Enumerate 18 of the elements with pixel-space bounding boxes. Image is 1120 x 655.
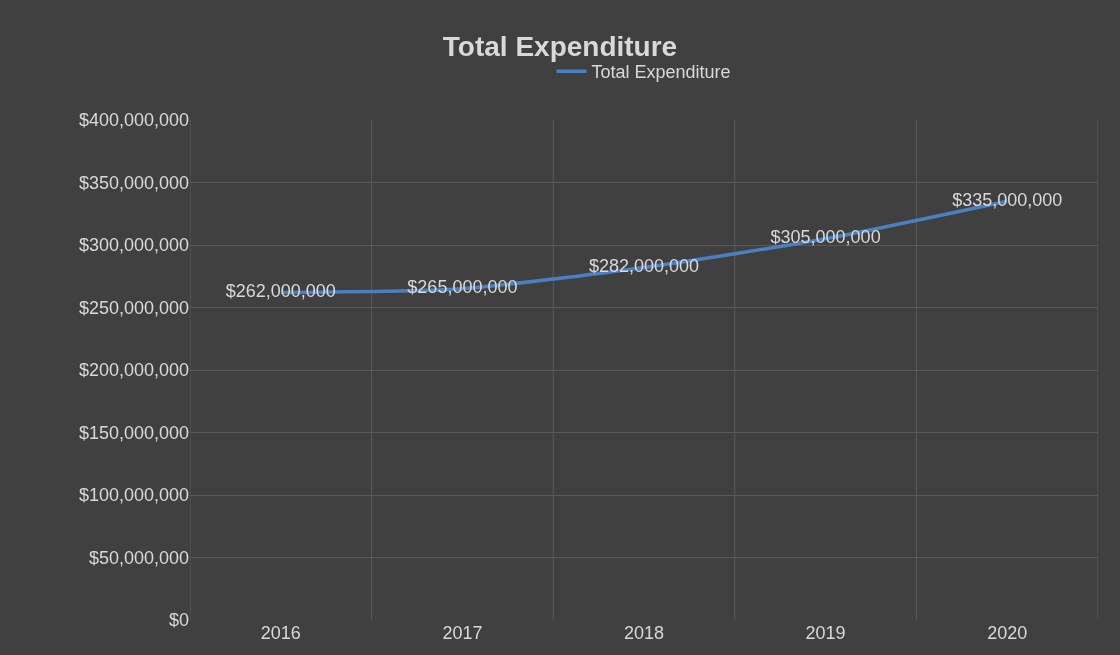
x-tick-label: 2018 — [623, 623, 665, 643]
chart-title: Total Expenditure — [442, 30, 678, 62]
x-tick-label: 2017 — [442, 623, 483, 643]
y-tick-label: $250,000,000 — [78, 297, 189, 318]
x-tick-label: 2016 — [260, 623, 301, 643]
text: $262,000,000 — [225, 281, 336, 301]
y-tick-label: $50,000,000 — [88, 547, 189, 568]
x-tick-label: 2020 — [987, 623, 1028, 643]
legend-label: Total Expenditure — [591, 62, 731, 83]
text: $335,000,000 — [952, 189, 1063, 210]
y-tick-label: $350,000,000 — [78, 172, 189, 193]
x-tick-label: 2019 — [805, 623, 846, 643]
y-tick-label: $0 — [168, 610, 189, 631]
y-tick-label: $400,000,000 — [78, 110, 189, 131]
y-tick-label: $100,000,000 — [78, 485, 189, 506]
y-tick-label: $150,000,000 — [78, 422, 189, 443]
y-tick-label: $300,000,000 — [78, 235, 189, 256]
y-tick-label: $200,000,000 — [78, 360, 189, 381]
